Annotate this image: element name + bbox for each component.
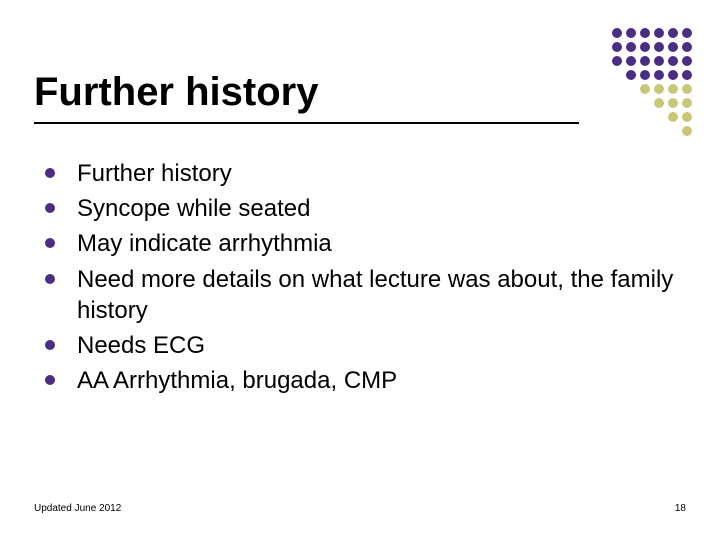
decorative-dot-icon xyxy=(682,42,692,52)
bullet-icon xyxy=(45,375,55,385)
decorative-dot-icon xyxy=(612,42,622,52)
decorative-dot-icon xyxy=(640,56,650,66)
decorative-dot-icon xyxy=(654,28,664,38)
decorative-dot-icon xyxy=(668,112,678,122)
dot-row xyxy=(612,112,692,122)
decorative-dot-icon xyxy=(640,42,650,52)
decorative-dot-icon xyxy=(654,84,664,94)
decorative-dot-icon xyxy=(668,98,678,108)
decorative-dot-icon xyxy=(668,84,678,94)
decorative-dot-icon xyxy=(668,70,678,80)
decorative-dot-icon xyxy=(654,70,664,80)
list-item: Need more details on what lecture was ab… xyxy=(45,264,675,326)
title-underline xyxy=(34,122,579,124)
list-item-text: Need more details on what lecture was ab… xyxy=(77,264,675,326)
list-item: Further history xyxy=(45,158,675,189)
decorative-dot-icon xyxy=(668,42,678,52)
decorative-dot-icon xyxy=(612,56,622,66)
bullet-icon xyxy=(45,168,55,178)
list-item: May indicate arrhythmia xyxy=(45,228,675,259)
dot-row xyxy=(612,84,692,94)
decorative-dot-icon xyxy=(682,70,692,80)
slide-title: Further history xyxy=(34,70,318,115)
content-area: Further history Syncope while seated May i… xyxy=(45,158,675,400)
decorative-dot-icon xyxy=(640,28,650,38)
list-item-text: May indicate arrhythmia xyxy=(77,228,332,259)
decorative-dot-icon xyxy=(682,84,692,94)
list-item: Needs ECG xyxy=(45,330,675,361)
footer-updated: Updated June 2012 xyxy=(34,503,121,514)
list-item: Syncope while seated xyxy=(45,193,675,224)
bullet-icon xyxy=(45,238,55,248)
list-item-text: AA Arrhythmia, brugada, CMP xyxy=(77,365,397,396)
decorative-dot-icon xyxy=(654,42,664,52)
decorative-dot-icon xyxy=(682,112,692,122)
decorative-dot-icon xyxy=(654,98,664,108)
dot-row xyxy=(612,98,692,108)
dot-row xyxy=(612,56,692,66)
decorative-dot-icon xyxy=(682,126,692,136)
list-item-text: Further history xyxy=(77,158,232,189)
bullet-icon xyxy=(45,340,55,350)
list-item-text: Needs ECG xyxy=(77,330,205,361)
list-item: AA Arrhythmia, brugada, CMP xyxy=(45,365,675,396)
decorative-dot-icon xyxy=(682,98,692,108)
decorative-dot-icon xyxy=(626,28,636,38)
decorative-dot-icon xyxy=(626,42,636,52)
decorative-dot-icon xyxy=(668,56,678,66)
dot-row xyxy=(612,126,692,136)
decorative-dot-icon xyxy=(682,56,692,66)
decorative-dot-icon xyxy=(668,28,678,38)
bullet-icon xyxy=(45,274,55,284)
list-item-text: Syncope while seated xyxy=(77,193,310,224)
decorative-dot-grid xyxy=(612,28,692,136)
decorative-dot-icon xyxy=(612,28,622,38)
decorative-dot-icon xyxy=(654,56,664,66)
dot-row xyxy=(612,28,692,38)
decorative-dot-icon xyxy=(626,70,636,80)
decorative-dot-icon xyxy=(682,28,692,38)
decorative-dot-icon xyxy=(640,70,650,80)
bullet-icon xyxy=(45,203,55,213)
dot-row xyxy=(612,70,692,80)
footer-page-number: 18 xyxy=(675,503,686,514)
decorative-dot-icon xyxy=(626,56,636,66)
dot-row xyxy=(612,42,692,52)
decorative-dot-icon xyxy=(640,84,650,94)
